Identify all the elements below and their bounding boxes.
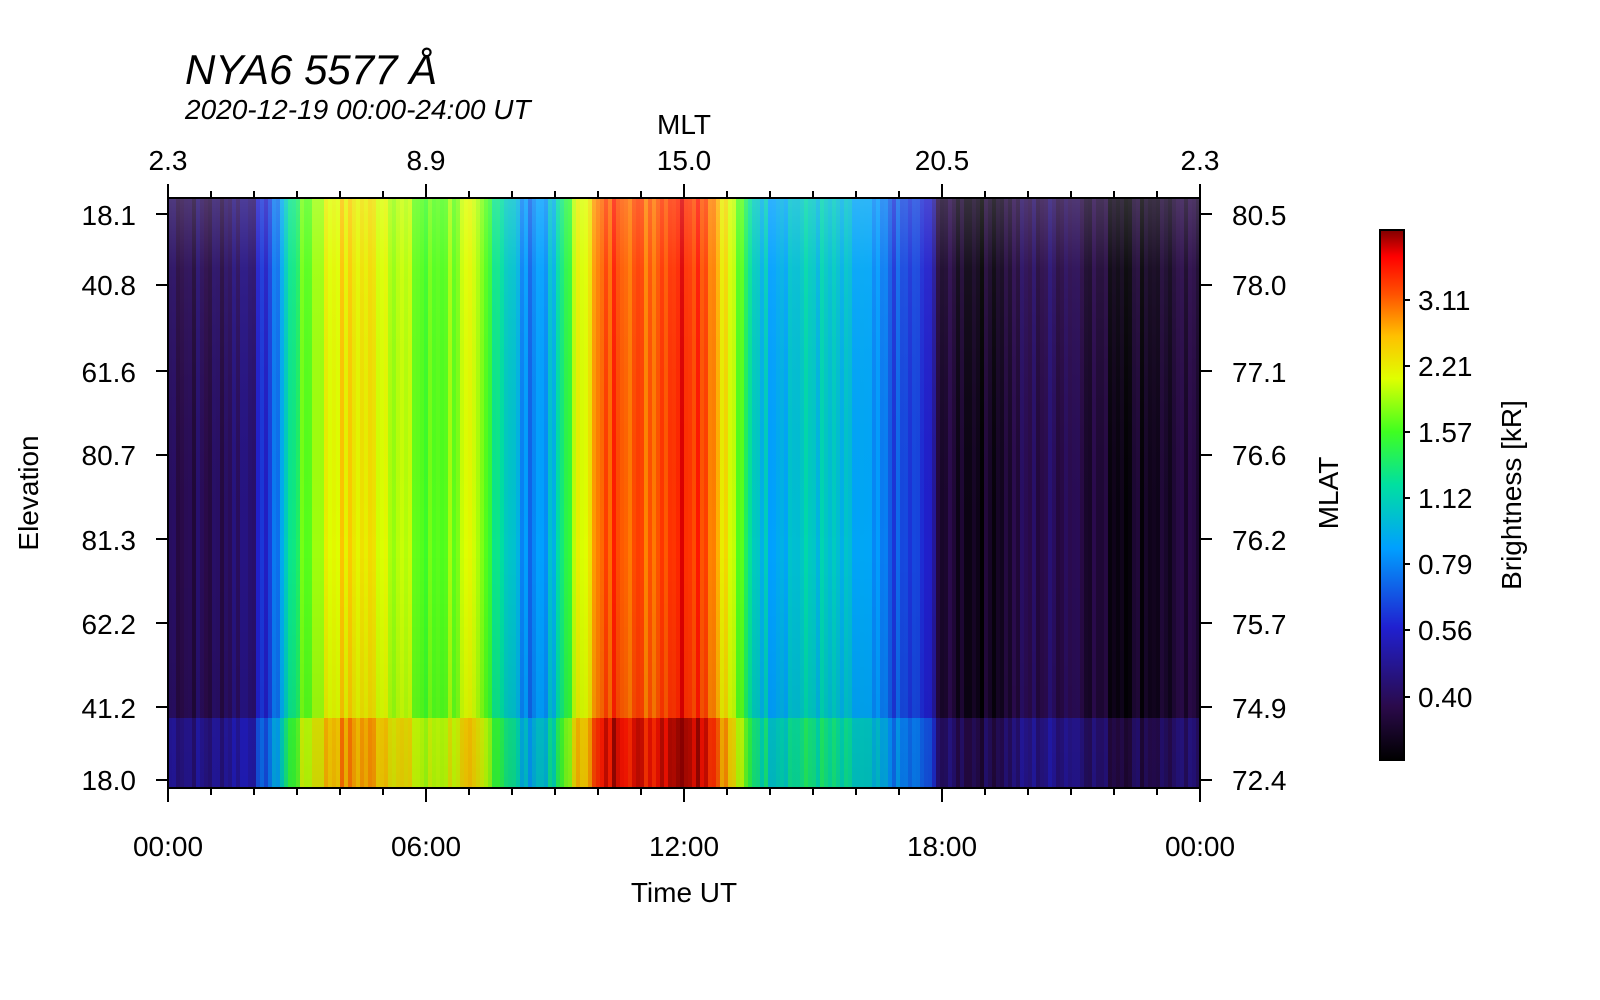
colorbar: 3.11 2.21 1.57 1.12 0.79 0.56 0.40 Brigh… xyxy=(1379,229,1527,761)
elevation-tick-label: 80.7 xyxy=(82,440,137,471)
elevation-tick-label: 62.2 xyxy=(82,609,137,640)
x-tick-label: 18:00 xyxy=(907,831,977,862)
mlat-tick-label: 76.6 xyxy=(1232,440,1287,471)
y-right-tick-labels: 80.5 78.0 77.1 76.6 76.2 75.7 74.9 72.4 xyxy=(1232,200,1287,796)
x-axis-label: Time UT xyxy=(631,877,737,908)
x-tick-label: 00:00 xyxy=(1165,831,1235,862)
y-left-tick-labels: 18.1 40.8 61.6 80.7 81.3 62.2 41.2 18.0 xyxy=(82,200,137,796)
mlt-tick-label: 15.0 xyxy=(657,145,712,176)
mlt-axis-label: MLT xyxy=(657,109,711,140)
x-tick-label: 00:00 xyxy=(133,831,203,862)
colorbar-tick-label: 1.12 xyxy=(1418,483,1473,514)
elevation-tick-label: 81.3 xyxy=(82,525,137,556)
colorbar-tick-label: 3.11 xyxy=(1418,285,1470,316)
colorbar-tick-label: 0.40 xyxy=(1418,682,1473,713)
y-right-axis-label: MLAT xyxy=(1313,457,1344,530)
mlt-tick-label: 20.5 xyxy=(915,145,970,176)
mlat-tick-label: 75.7 xyxy=(1232,609,1287,640)
mlt-tick-label: 2.3 xyxy=(1181,145,1220,176)
colorbar-label: Brightness [kR] xyxy=(1496,400,1527,590)
colorbar-tick-label: 2.21 xyxy=(1418,351,1473,382)
colorbar-tick-label: 0.79 xyxy=(1418,549,1473,580)
chart-title: NYA6 5577 Å xyxy=(185,46,438,93)
chart-subtitle: 2020-12-19 00:00-24:00 UT xyxy=(185,94,531,125)
elevation-tick-label: 18.0 xyxy=(82,765,137,796)
colorbar-tick-label: 1.57 xyxy=(1418,417,1473,448)
mlat-tick-label: 76.2 xyxy=(1232,525,1287,556)
colorbar-gradient xyxy=(1379,229,1405,761)
colorbar-ticks xyxy=(1404,299,1410,698)
x-tick-label: 12:00 xyxy=(649,831,719,862)
intensity-shading xyxy=(168,198,1200,788)
mlat-tick-label: 77.1 xyxy=(1232,357,1287,388)
x-tick-label: 06:00 xyxy=(391,831,461,862)
elevation-tick-label: 61.6 xyxy=(82,357,137,388)
mlat-tick-label: 78.0 xyxy=(1232,270,1287,301)
mlt-tick-label: 2.3 xyxy=(149,145,188,176)
mlat-tick-label: 74.9 xyxy=(1232,693,1287,724)
colorbar-tick-label: 0.56 xyxy=(1418,615,1473,646)
elevation-tick-label: 18.1 xyxy=(82,200,137,231)
x-bottom-tick-labels: 00:00 06:00 12:00 18:00 00:00 xyxy=(133,831,1235,862)
axis-ticks xyxy=(156,184,1212,802)
elevation-tick-label: 41.2 xyxy=(82,693,137,724)
elevation-tick-label: 40.8 xyxy=(82,270,137,301)
mlt-tick-label: 8.9 xyxy=(407,145,446,176)
x-top-tick-labels: 2.3 8.9 15.0 20.5 2.3 xyxy=(149,145,1220,176)
y-left-axis-label: Elevation xyxy=(13,435,44,550)
mlat-tick-label: 80.5 xyxy=(1232,200,1287,231)
mlat-tick-label: 72.4 xyxy=(1232,765,1287,796)
